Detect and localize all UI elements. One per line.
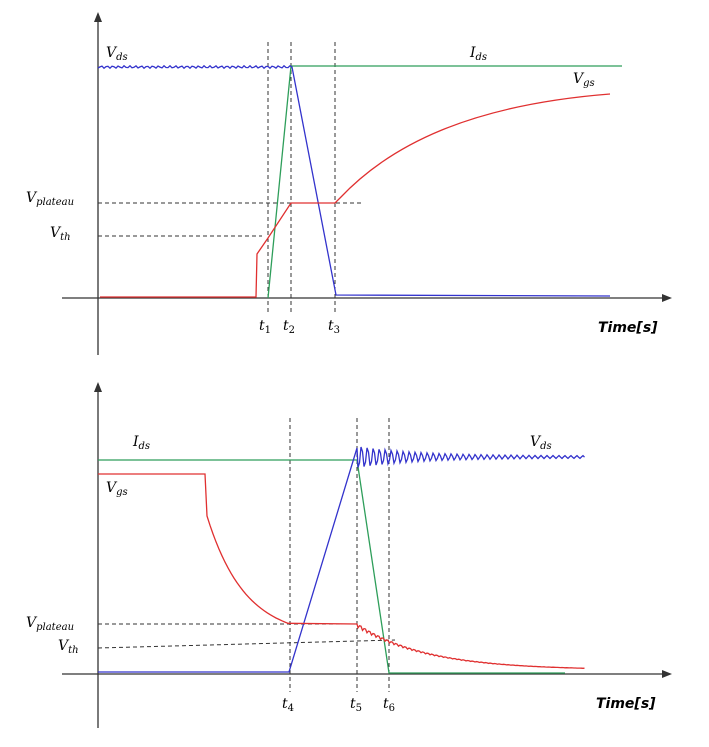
turn-on-vplateau-label: Vplateau <box>26 190 74 208</box>
t6-label: t6 <box>383 696 395 714</box>
turn-on-ids-curve <box>267 65 622 299</box>
turn-on-vds-curve <box>97 64 611 297</box>
turn-on-x-axis-arrow <box>662 294 672 302</box>
turn-off-ids-label: Ids <box>132 434 150 452</box>
turn-on-panel: Vds Ids Vgs Vplateau Vth t1 t2 t3 Time[s… <box>26 12 672 355</box>
turn-off-vth-label: Vth <box>58 638 79 656</box>
turn-off-ids-curve <box>98 459 565 674</box>
t1-label: t1 <box>259 318 271 336</box>
turn-on-y-axis-arrow <box>94 12 102 22</box>
turn-off-vplateau-label: Vplateau <box>26 615 74 633</box>
turn-off-vds-curve <box>98 446 585 673</box>
t5-label: t5 <box>350 696 362 714</box>
turn-off-y-axis-arrow <box>94 382 102 392</box>
turn-off-vds-label: Vds <box>530 434 552 452</box>
turn-off-vgs-label: Vgs <box>106 480 128 498</box>
turn-on-vth-label: Vth <box>50 225 71 243</box>
turn-on-vgs-curve <box>100 93 611 298</box>
turn-on-vds-label: Vds <box>106 45 128 63</box>
t4-label: t4 <box>282 696 294 714</box>
turn-off-panel: Ids Vds Vgs Vplateau Vth t4 t5 t6 Time[s… <box>26 382 672 728</box>
t2-label: t2 <box>283 318 295 336</box>
turn-off-x-axis-arrow <box>662 670 672 678</box>
turn-off-x-axis-label: Time[s] <box>596 696 656 712</box>
turn-on-x-axis-label: Time[s] <box>598 320 658 336</box>
turn-off-vgs-curve <box>98 473 585 669</box>
t3-label: t3 <box>328 318 340 336</box>
turn-on-ids-label: Ids <box>469 45 487 63</box>
turn-off-vth-level-line <box>97 639 396 649</box>
turn-on-vgs-label: Vgs <box>573 71 595 89</box>
